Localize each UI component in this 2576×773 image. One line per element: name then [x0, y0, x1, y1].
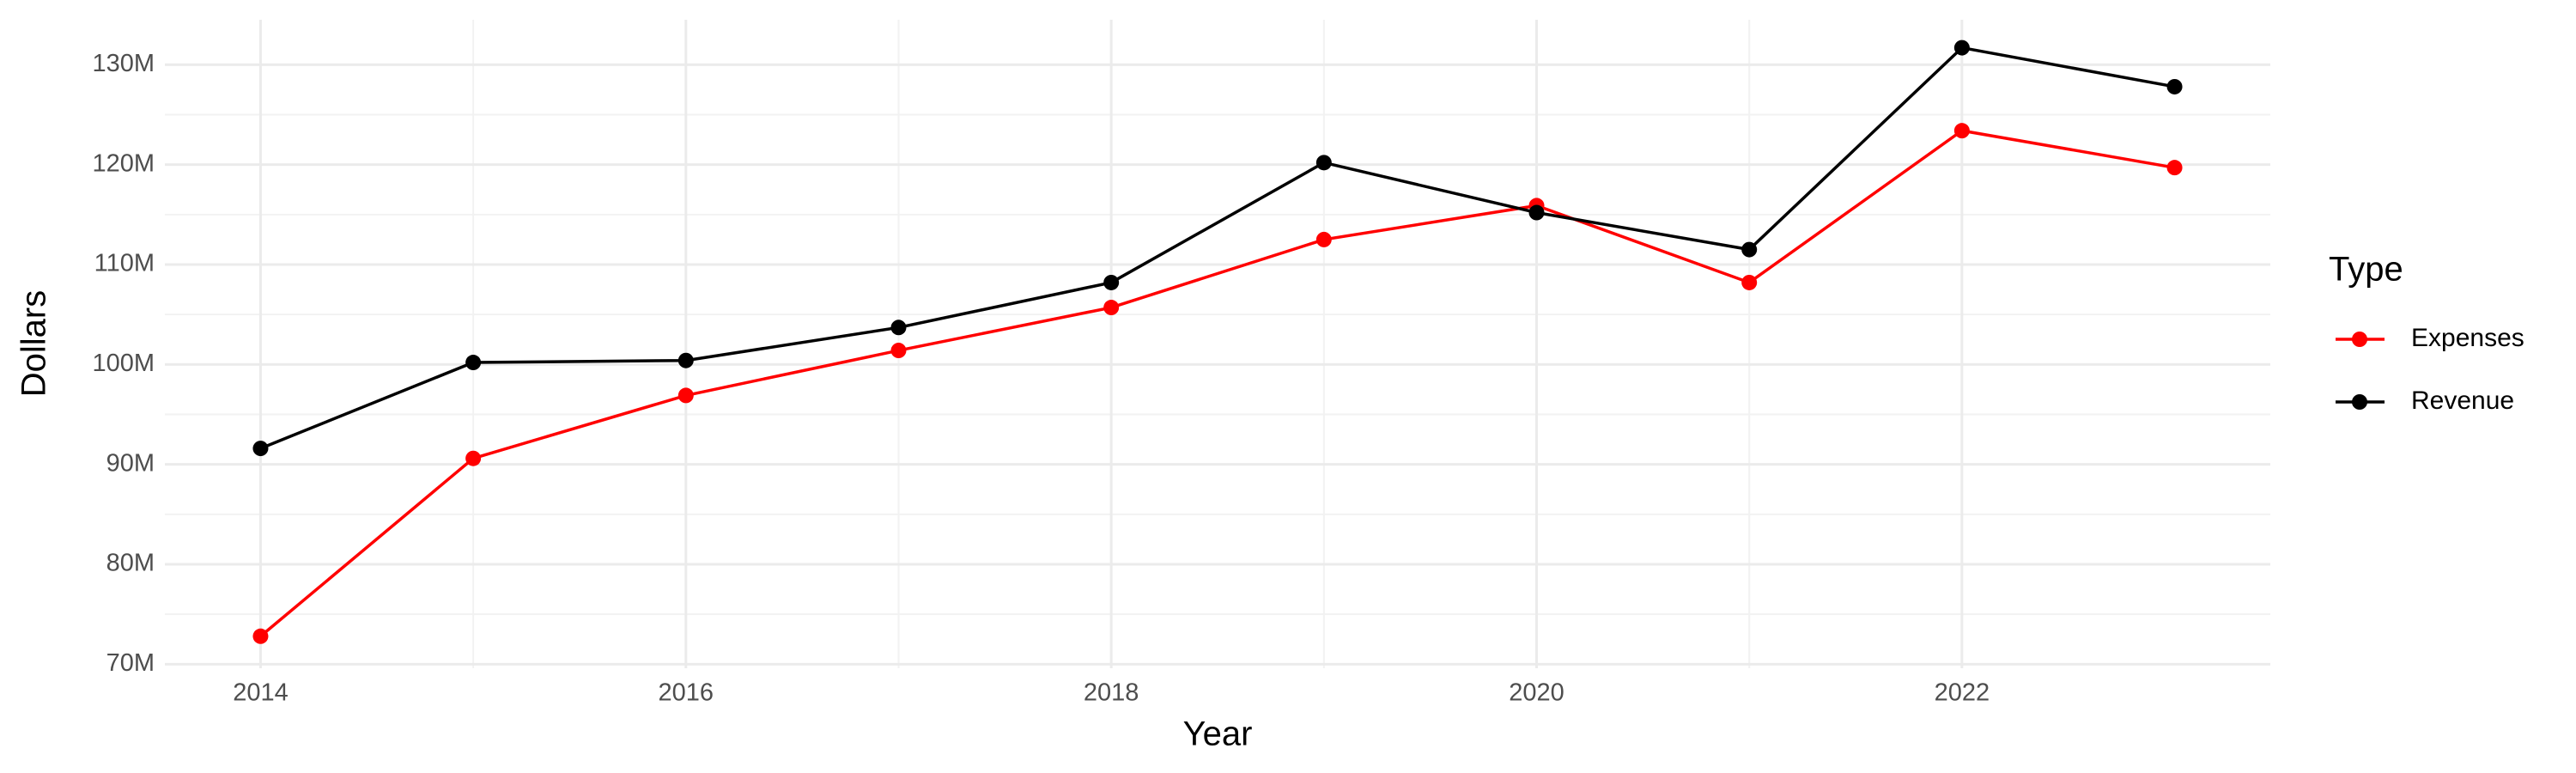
x-tick-label: 2020: [1509, 679, 1564, 707]
point: [1741, 274, 1758, 290]
y-tick-label: 70M: [106, 649, 155, 677]
y-tick-label: 80M: [106, 550, 155, 577]
line: [259, 46, 2175, 450]
legend-label: Revenue: [2411, 386, 2514, 415]
point: [1741, 241, 1758, 258]
x-tick-label: 2022: [1935, 679, 1990, 707]
point: [2166, 160, 2183, 176]
point: [890, 320, 907, 336]
legend-title: Type: [2329, 251, 2403, 289]
legend-key-point: [2352, 394, 2367, 410]
point: [252, 441, 269, 457]
y-tick-label: 130M: [92, 50, 155, 77]
x-tick-label: 2018: [1084, 679, 1139, 707]
y-tick-label: 110M: [94, 250, 155, 277]
point: [890, 343, 907, 359]
point: [465, 450, 482, 466]
point: [1103, 300, 1120, 316]
legend-key-point: [2352, 332, 2367, 347]
point: [2166, 78, 2183, 94]
point: [1315, 231, 1332, 247]
y-tick-label: 120M: [92, 149, 155, 177]
point: [1528, 204, 1545, 221]
point: [677, 387, 694, 404]
y-tick-label: 100M: [92, 350, 155, 377]
y-tick-label: 90M: [106, 449, 155, 477]
point: [1953, 40, 1970, 56]
x-tick-label: 2014: [233, 679, 289, 707]
point: [677, 352, 694, 368]
y-axis-title: Dollars: [15, 290, 53, 397]
x-tick-label: 2016: [659, 679, 714, 707]
point: [252, 628, 269, 644]
point: [1953, 123, 1970, 139]
x-axis-title: Year: [1183, 715, 1253, 753]
point: [1103, 274, 1120, 290]
point: [465, 355, 482, 371]
point: [1315, 155, 1332, 171]
legend-label: Expenses: [2411, 324, 2524, 352]
line: [259, 129, 2175, 638]
